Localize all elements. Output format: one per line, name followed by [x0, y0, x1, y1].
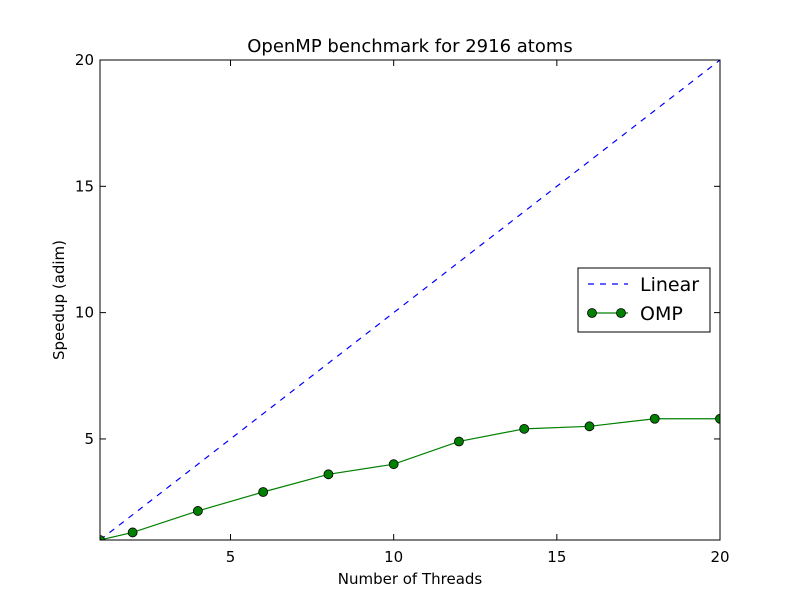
data-point-omp: [715, 413, 720, 424]
data-point-omp: [127, 527, 138, 538]
chart-title: OpenMP benchmark for 2916 atoms: [247, 36, 573, 57]
x-tick-label: 10: [384, 548, 403, 566]
x-tick-label: 5: [226, 548, 236, 566]
data-point-omp: [192, 506, 203, 516]
legend-label-omp: OMP: [640, 303, 683, 325]
legend-box: [577, 267, 711, 333]
x-tick-label: 20: [710, 548, 729, 566]
legend-marker: [587, 308, 597, 318]
data-point-omp: [649, 413, 660, 424]
y-tick-label: 20: [75, 51, 94, 69]
y-axis-title: Speedup (adim): [50, 240, 68, 360]
data-point-omp: [519, 423, 530, 434]
data-point-omp: [454, 436, 464, 447]
y-tick-label: 5: [84, 430, 94, 448]
series-line-omp: [100, 418, 720, 540]
series-line-linear: [100, 60, 720, 540]
data-point-omp: [584, 421, 595, 432]
plot-frame: [99, 59, 721, 541]
x-axis-title: Number of Threads: [338, 570, 483, 588]
y-tick-label: 15: [75, 177, 94, 195]
data-point-omp: [388, 459, 399, 470]
x-tick-label: 15: [547, 548, 566, 566]
y-tick-label: 10: [75, 304, 94, 322]
legend: Linear OMP: [577, 267, 711, 333]
data-point-omp: [100, 535, 105, 540]
data-point-omp: [258, 487, 269, 497]
data-point-omp: [323, 469, 334, 480]
legend-label-linear: Linear: [640, 274, 699, 296]
legend-marker: [616, 308, 626, 318]
